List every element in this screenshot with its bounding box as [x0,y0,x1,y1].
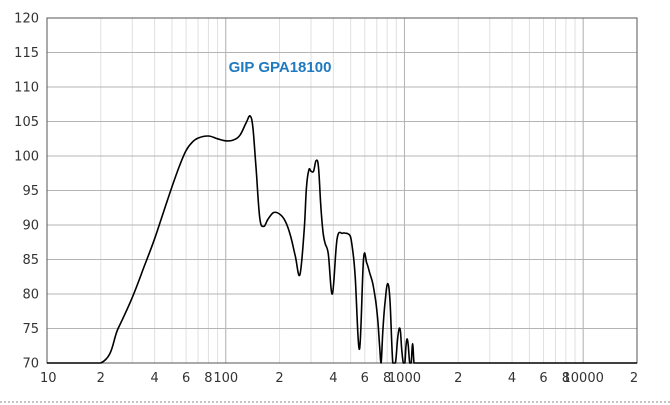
x-tick-label: 4 [150,371,158,386]
x-tick-label: 6 [182,371,190,386]
plot-frame [46,17,638,364]
y-tick-label: 115 [14,46,39,61]
x-tick-label: 2 [454,371,462,386]
y-tick-label: 80 [22,288,39,303]
response-curve [46,115,637,364]
x-tick-label: 100 [213,371,238,386]
y-tick-label: 75 [22,322,39,337]
x-tick-label: 6 [539,371,547,386]
major-gridlines [47,17,637,364]
y-tick-label: 100 [14,150,39,165]
x-tick-label: 10000 [563,371,604,386]
x-tick-label: 2 [275,371,283,386]
y-tick-label: 85 [22,253,39,268]
y-tick-label: 70 [22,357,39,372]
y-tick-label: 110 [14,81,39,96]
x-tick-label: 10 [40,371,57,386]
x-tick-label: 2 [97,371,105,386]
x-tick-label: 8 [383,371,391,386]
x-tick-label: 2 [630,371,638,386]
x-tick-label: 6 [361,371,369,386]
x-tick-label: 1000 [388,371,421,386]
y-tick-label: 90 [22,219,39,234]
y-tick-label: 120 [14,12,39,27]
x-tick-label: 4 [508,371,516,386]
chart-title: GIP GPA18100 [229,59,332,76]
response-curves [46,115,637,364]
x-tick-label: 8 [204,371,212,386]
x-tick-label: 4 [329,371,337,386]
y-tick-label: 95 [22,184,39,199]
x-tick-label: 8 [562,371,570,386]
y-tick-labels: 120 115 110 105 100 95 90 85 80 75 70 [14,12,39,372]
y-tick-label: 105 [14,115,39,130]
